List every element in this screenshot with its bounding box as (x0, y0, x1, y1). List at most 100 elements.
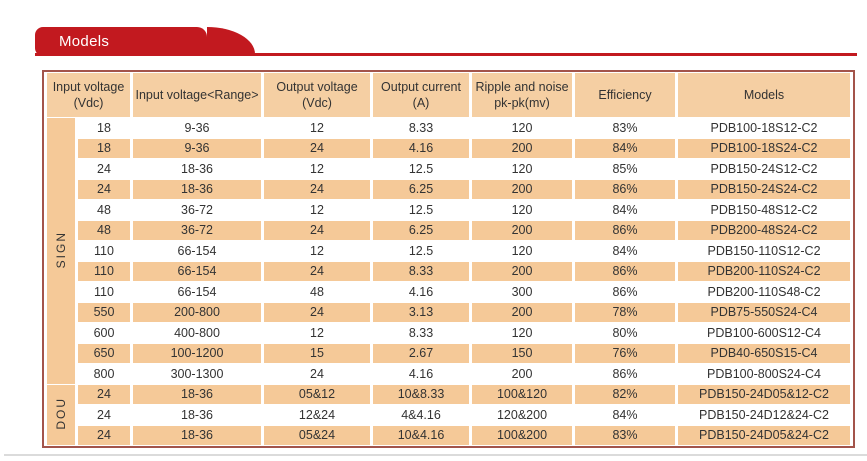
table-row: 650 100-1200 15 2.67 150 76% PDB40-650S15-C4 (47, 343, 850, 363)
cell: 120 (472, 159, 572, 179)
cell: 24 (264, 179, 370, 199)
table-row: DOU 24 18-36 05&12 10&8.33 100&120 82% PDB150-2… (47, 384, 850, 445)
models-banner-tab: Models (35, 27, 207, 56)
cell: 24 (264, 302, 370, 322)
cell: PDB150-110S12-C2 (678, 241, 850, 261)
cell: 18-36 (133, 384, 261, 404)
cell: PDB40-650S15-C4 (678, 343, 850, 363)
cell: 300 (472, 282, 572, 302)
cell: 05&24 (264, 425, 370, 445)
table-row: 24 18-36 12 12.5 120 85% PDB150-24S12-C2 (47, 159, 850, 179)
table-row: 24 18-36 05&24 10&4.16 100&200 83% PDB150-24D0… (47, 425, 850, 445)
cell: 82% (575, 384, 675, 404)
cell: 120 (472, 200, 572, 220)
cell: 48 (264, 282, 370, 302)
table-row: 48 36-72 12 12.5 120 84% PDB150-48S12-C2 (47, 200, 850, 220)
table-body: SIGN 18 9-36 12 8.33 120 83% PDB100-18S12-C2 18 9… (47, 118, 850, 445)
cell: 3.13 (373, 302, 469, 322)
cell: 12&24 (264, 405, 370, 425)
cell: 12 (264, 323, 370, 343)
column-header: Output current (A) (373, 73, 469, 117)
group-label-dou: DOU (47, 384, 75, 445)
cell: 24 (78, 159, 130, 179)
banner-swoosh-shape (207, 27, 255, 56)
cell: 12.5 (373, 159, 469, 179)
cell: 550 (78, 302, 130, 322)
cell: 110 (78, 282, 130, 302)
cell: 12.5 (373, 200, 469, 220)
cell: 48 (78, 220, 130, 240)
table-row: 24 18-36 24 6.25 200 86% PDB150-24S24-C2 (47, 179, 850, 199)
cell: 18-36 (133, 179, 261, 199)
table-row: 18 9-36 24 4.16 200 84% PDB100-18S24-C2 (47, 138, 850, 158)
cell: 200-800 (133, 302, 261, 322)
group-label-text: SIGN (54, 230, 68, 268)
cell: 86% (575, 261, 675, 281)
cell: 86% (575, 282, 675, 302)
cell: 85% (575, 159, 675, 179)
cell: 200 (472, 302, 572, 322)
cell: 6.25 (373, 220, 469, 240)
cell: 9-36 (133, 118, 261, 138)
cell: PDB200-110S24-C2 (678, 261, 850, 281)
cell: 24 (264, 220, 370, 240)
table-row: 48 36-72 24 6.25 200 86% PDB200-48S24-C2 (47, 220, 850, 240)
cell: 18 (78, 118, 130, 138)
cell: PDB150-24S12-C2 (678, 159, 850, 179)
cell: 200 (472, 179, 572, 199)
cell: 10&8.33 (373, 384, 469, 404)
cell: PDB150-24D05&24-C2 (678, 425, 850, 445)
table-row: SIGN 18 9-36 12 8.33 120 83% PDB100-18S12-C2 (47, 118, 850, 384)
cell: PDB150-48S12-C2 (678, 200, 850, 220)
cell: 200 (472, 138, 572, 158)
cell: 12 (264, 241, 370, 261)
table-row: 550 200-800 24 3.13 200 78% PDB75-550S24-C4 (47, 302, 850, 322)
cell: 83% (575, 425, 675, 445)
cell: PDB200-110S48-C2 (678, 282, 850, 302)
cell: 05&12 (264, 384, 370, 404)
cell: 66-154 (133, 261, 261, 281)
cell: 300-1300 (133, 364, 261, 384)
cell: 80% (575, 323, 675, 343)
column-header: Efficiency (575, 73, 675, 117)
cell: 120 (472, 118, 572, 138)
cell: 86% (575, 179, 675, 199)
cell: 110 (78, 241, 130, 261)
cell: 24 (78, 179, 130, 199)
cell: 24 (78, 384, 130, 404)
group-label-sign: SIGN (47, 118, 75, 384)
cell: 83% (575, 118, 675, 138)
cell: 36-72 (133, 200, 261, 220)
cell: 120 (472, 241, 572, 261)
cell: 48 (78, 200, 130, 220)
cell: 4.16 (373, 138, 469, 158)
models-spec-table: Input voltage (Vdc) Input voltage<Range> O… (42, 70, 855, 448)
table-row: 110 66-154 24 8.33 200 86% PDB200-110S24-C2 (47, 261, 850, 281)
cell: 24 (264, 138, 370, 158)
cell: 400-800 (133, 323, 261, 343)
column-header: Input voltage<Range> (133, 73, 261, 117)
cell: PDB200-48S24-C2 (678, 220, 850, 240)
cell: 150 (472, 343, 572, 363)
cell: 86% (575, 364, 675, 384)
table-row: 600 400-800 12 8.33 120 80% PDB100-600S12-C4 (47, 323, 850, 343)
models-banner-label: Models (59, 33, 110, 50)
cell: 100&120 (472, 384, 572, 404)
cell: 84% (575, 405, 675, 425)
cell: 120&200 (472, 405, 572, 425)
cell: PDB150-24S24-C2 (678, 179, 850, 199)
cell: PDB75-550S24-C4 (678, 302, 850, 322)
cell: PDB100-18S24-C2 (678, 138, 850, 158)
header-row: Input voltage (Vdc) Input voltage<Range> O… (47, 73, 850, 117)
cell: 15 (264, 343, 370, 363)
cell: 10&4.16 (373, 425, 469, 445)
column-header: Output voltage (Vdc) (264, 73, 370, 117)
group-label-text: DOU (54, 396, 68, 430)
cell: 8.33 (373, 118, 469, 138)
cell: 12 (264, 200, 370, 220)
cell: 36-72 (133, 220, 261, 240)
bottom-divider (4, 454, 867, 456)
cell: 2.67 (373, 343, 469, 363)
cell: 9-36 (133, 138, 261, 158)
cell: 84% (575, 138, 675, 158)
